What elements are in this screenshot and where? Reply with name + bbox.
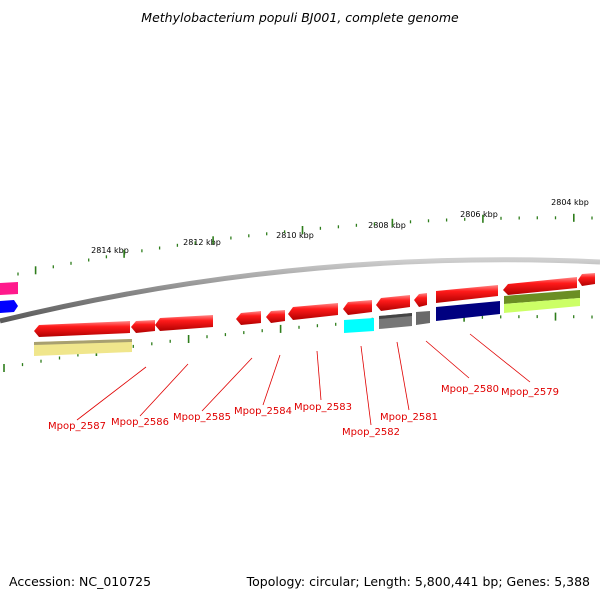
feature-navy bbox=[436, 301, 500, 321]
feature-gray-small bbox=[416, 311, 430, 325]
gene-feature-red bbox=[343, 300, 372, 315]
gene-feature-red bbox=[376, 295, 410, 311]
gene-label-mpop-2582: Mpop_2582 bbox=[342, 427, 400, 438]
leader-line bbox=[139, 363, 189, 417]
gene-label-mpop-2585: Mpop_2585 bbox=[173, 412, 231, 423]
gene-feature-red bbox=[34, 321, 130, 337]
gene-label-mpop-2583: Mpop_2583 bbox=[294, 402, 352, 413]
leader-lines bbox=[76, 333, 531, 426]
gene-label-mpop-2579: Mpop_2579 bbox=[501, 387, 559, 398]
gene-feature-red bbox=[436, 285, 498, 303]
scale-label-2814: 2814 kbp bbox=[91, 246, 129, 255]
scale-labels: 2814 kbp 2812 kbp 2810 kbp 2808 kbp 2806… bbox=[91, 198, 589, 255]
gene-feature-red bbox=[266, 310, 285, 323]
feature-gray-edge bbox=[379, 313, 412, 319]
scale-label-2810: 2810 kbp bbox=[276, 231, 314, 240]
leader-line bbox=[425, 340, 470, 379]
gene-label-mpop-2580: Mpop_2580 bbox=[441, 384, 499, 395]
features-reverse-strand bbox=[34, 290, 580, 356]
scale-ticks-outer bbox=[17, 213, 593, 276]
features-forward-strand bbox=[0, 273, 595, 313]
accession-text: Accession: NC_010725 bbox=[9, 574, 151, 589]
gene-feature-red bbox=[131, 320, 155, 333]
gene-feature-red bbox=[503, 277, 577, 295]
scale-label-2806: 2806 kbp bbox=[460, 210, 498, 219]
gene-feature-red bbox=[414, 293, 427, 307]
gene-feature-red bbox=[155, 315, 213, 331]
scale-label-2804: 2804 kbp bbox=[551, 198, 589, 207]
feature-lime bbox=[504, 298, 580, 313]
leader-line bbox=[201, 357, 253, 412]
gene-label-mpop-2587: Mpop_2587 bbox=[48, 421, 106, 432]
leader-line bbox=[396, 341, 410, 411]
gene-feature-red bbox=[288, 303, 338, 320]
feature-olive bbox=[504, 290, 580, 304]
scale-label-2812: 2812 kbp bbox=[183, 238, 221, 247]
gene-feature-blue-edge bbox=[0, 300, 18, 313]
gene-feature-pink-edge bbox=[0, 282, 18, 295]
leader-line bbox=[316, 350, 322, 401]
genome-summary-text: Topology: circular; Length: 5,800,441 bp… bbox=[246, 574, 590, 589]
gene-labels: Mpop_2587 Mpop_2586 Mpop_2585 Mpop_2584 … bbox=[48, 384, 559, 438]
genome-backbone bbox=[0, 257, 600, 324]
gene-label-mpop-2581: Mpop_2581 bbox=[380, 412, 438, 423]
leader-line bbox=[262, 354, 281, 406]
map-title: Methylobacterium populi BJ001, complete … bbox=[141, 10, 459, 25]
gene-feature-red bbox=[236, 311, 261, 325]
leader-line bbox=[360, 345, 372, 426]
gene-feature-red bbox=[578, 273, 595, 286]
gene-label-mpop-2586: Mpop_2586 bbox=[111, 417, 169, 428]
feature-pale-yellow-edge bbox=[34, 339, 132, 345]
leader-line bbox=[469, 333, 531, 383]
scale-label-2808: 2808 kbp bbox=[368, 221, 406, 230]
feature-cyan bbox=[344, 318, 374, 333]
leader-line bbox=[76, 366, 147, 421]
gene-label-mpop-2584: Mpop_2584 bbox=[234, 406, 292, 417]
